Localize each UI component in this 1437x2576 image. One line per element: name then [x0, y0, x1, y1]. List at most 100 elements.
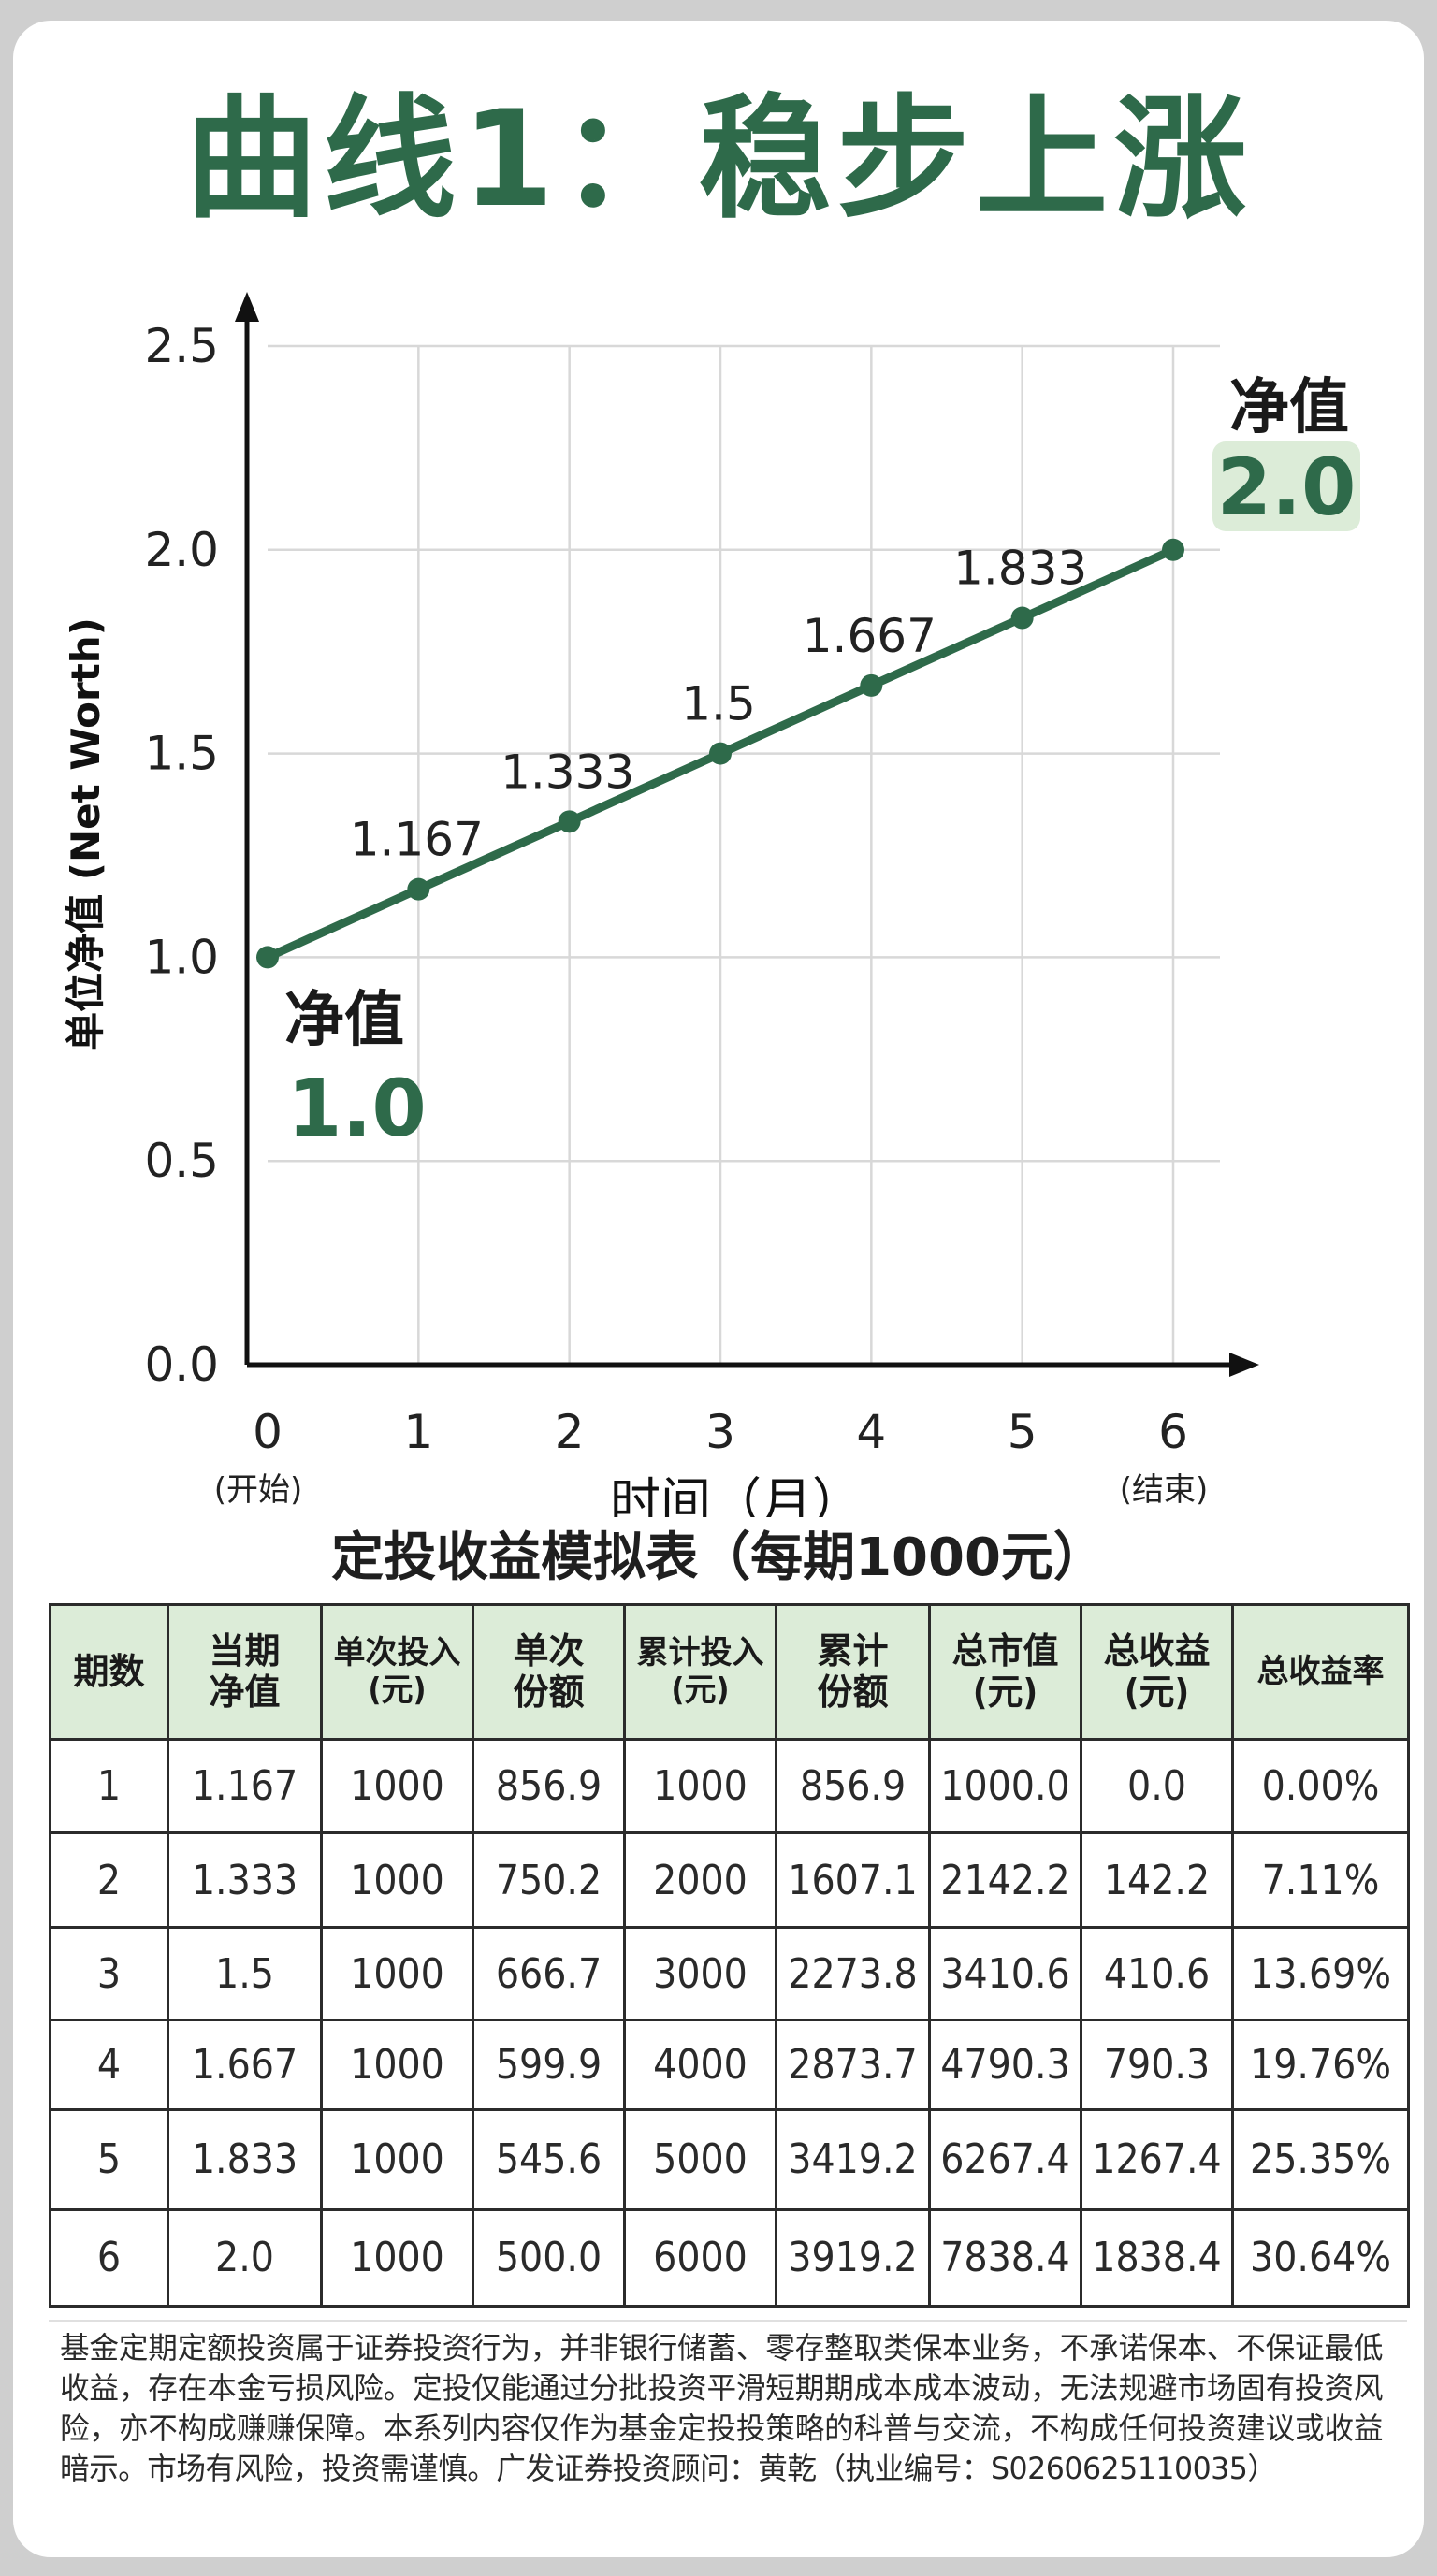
table-cell: 666.7: [472, 1926, 626, 2022]
table-cell: 30.64%: [1231, 2207, 1410, 2308]
table-cell: 2142.2: [928, 1831, 1082, 1930]
x-tick-label: 0: [253, 1405, 283, 1459]
table-cell: 3410.6: [928, 1926, 1082, 2022]
x-axis-arrow: [1229, 1353, 1259, 1377]
table-cell: 500.0: [472, 2207, 626, 2308]
table-row: 6 2.0 1000 500.0 6000 3919.2 7838.4 1838.4 30.64…: [49, 2207, 1410, 2308]
table-cell: 599.9: [472, 2019, 626, 2111]
table-cell: 1.833: [167, 2107, 323, 2211]
start-annotation-label: 净值: [284, 986, 404, 1055]
table-cell: 6000: [623, 2207, 777, 2308]
y-tick-label: 1.0: [144, 930, 219, 984]
x-tick-label: 6: [1158, 1405, 1188, 1459]
table-cell: 410.6: [1080, 1926, 1234, 2022]
table-row: 4 1.667 1000 599.9 4000 2873.7 4790.3 790.3 19.7…: [49, 2019, 1410, 2111]
header-return-rate: 总收益率: [1231, 1603, 1410, 1741]
table-cell: 4000: [623, 2019, 777, 2111]
table-cell: 5000: [623, 2107, 777, 2211]
header-single-investment: 单次投入 (元): [320, 1603, 474, 1741]
data-label: 1.333: [501, 745, 634, 799]
table-cell: 1000: [320, 1926, 474, 2022]
table-cell: 4790.3: [928, 2019, 1082, 2111]
data-point: [558, 810, 581, 833]
end-annotation-label: 净值: [1229, 373, 1349, 442]
table-cell: 6267.4: [928, 2107, 1082, 2211]
y-axis-label: 单位净值 (Net Worth): [63, 617, 109, 1051]
table-cell: 1000: [623, 1737, 777, 1835]
y-tick-label: 0.5: [144, 1134, 219, 1188]
y-tick-label: 2.0: [144, 523, 219, 577]
table-cell: 1: [49, 1737, 169, 1835]
table-row: 1 1.167 1000 856.9 1000 856.9 1000.0 0.0 0.00%: [49, 1737, 1410, 1835]
data-point: [860, 673, 883, 697]
table-cell: 1.167: [167, 1737, 323, 1835]
table-cell: 3: [49, 1926, 169, 2022]
table-row: 2 1.333 1000 750.2 2000 1607.1 2142.2 142.2 7.11…: [49, 1831, 1410, 1930]
y-tick-label: 0.0: [144, 1338, 219, 1392]
table-cell: 1607.1: [775, 1831, 931, 1930]
page-title: 曲线1：稳步上涨: [184, 82, 1253, 237]
table-cell: 1.333: [167, 1831, 323, 1930]
table-cell: 856.9: [775, 1737, 931, 1835]
data-label: 1.167: [350, 813, 484, 867]
table-cell: 790.3: [1080, 2019, 1234, 2111]
table-cell: 0.0: [1080, 1737, 1234, 1835]
table-cell: 3919.2: [775, 2207, 931, 2308]
data-label: 1.667: [803, 609, 936, 663]
net-worth-line-chart: 0.0 0.5 1.0 1.5 2.0 2.5 0 (开始) 1 2 3 4 5 6 (结束) 时间（月） 单位…: [63, 292, 1360, 1517]
table-cell: 2873.7: [775, 2019, 931, 2111]
table-cell: 1838.4: [1080, 2207, 1234, 2308]
table-cell: 1.667: [167, 2019, 323, 2111]
risk-disclaimer: 基金定期定额投资属于证券投资行为，并非银行储蓄、零存整取类保本业务，不承诺保本、…: [60, 2332, 1384, 2486]
end-annotation-highlight: [1212, 441, 1360, 531]
start-annotation-value: 1.0: [287, 1063, 427, 1154]
table-cell: 6: [49, 2207, 169, 2308]
header-total-return: 总收益 (元): [1080, 1603, 1234, 1741]
data-label: 1.833: [953, 542, 1087, 596]
table-cell: 856.9: [472, 1737, 626, 1835]
table-cell: 142.2: [1080, 1831, 1234, 1930]
data-point: [709, 742, 732, 765]
header-period: 期数: [49, 1603, 169, 1741]
table-cell: 1000: [320, 1737, 474, 1835]
table-cell: 2273.8: [775, 1926, 931, 2022]
table-row: 3 1.5 1000 666.7 3000 2273.8 3410.6 410.6 13.69%: [49, 1926, 1410, 2022]
x-tick-label: 1: [403, 1405, 433, 1459]
table-cell: 19.76%: [1231, 2019, 1410, 2111]
header-market-value: 总市值 (元): [928, 1603, 1082, 1741]
table-cell: 2000: [623, 1831, 777, 1930]
table-cell: 7.11%: [1231, 1831, 1410, 1930]
table-cell: 1000: [320, 2107, 474, 2211]
table-cell: 7838.4: [928, 2207, 1082, 2308]
data-label: 1.5: [681, 677, 756, 731]
table-row: 5 1.833 1000 545.6 5000 3419.2 6267.4 1267.4 25.…: [49, 2107, 1410, 2211]
table-cell: 25.35%: [1231, 2107, 1410, 2211]
x-tick-label: 5: [1008, 1405, 1038, 1459]
x-tick-sublabel: (开始): [214, 1471, 303, 1509]
table-cell: 0.00%: [1231, 1737, 1410, 1835]
end-annotation-value: 2.0: [1217, 441, 1357, 533]
table-cell: 1267.4: [1080, 2107, 1234, 2211]
x-tick-sublabel: (结束): [1120, 1471, 1209, 1509]
header-single-shares: 单次 份额: [472, 1603, 626, 1741]
x-tick-label: 4: [856, 1405, 886, 1459]
table-cell: 4: [49, 2019, 169, 2111]
table-cell: 2: [49, 1831, 169, 1930]
table-cell: 1000: [320, 2207, 474, 2308]
table-cell: 1000: [320, 2019, 474, 2111]
x-axis-label: 时间（月）: [610, 1472, 863, 1517]
data-point: [407, 877, 430, 901]
y-axis-arrow: [235, 292, 259, 322]
table-cell: 750.2: [472, 1831, 626, 1930]
y-tick-label: 1.5: [144, 727, 219, 781]
table-cell: 5: [49, 2107, 169, 2211]
table-cell: 2.0: [167, 2207, 323, 2308]
table-cell: 545.6: [472, 2107, 626, 2211]
header-total-investment: 累计投入 (元): [623, 1603, 777, 1741]
table-cell: 1000.0: [928, 1737, 1082, 1835]
table-cell: 3419.2: [775, 2107, 931, 2211]
table-cell: 1000: [320, 1831, 474, 1930]
header-total-shares: 累计 份额: [775, 1603, 931, 1741]
content-card: 曲线1：稳步上涨 0.0 0.5 1.0 1.5 2.0 2.5 0 (开始) 1 2 3 4 5 6 (结…: [13, 21, 1424, 2557]
data-point: [1010, 606, 1034, 630]
